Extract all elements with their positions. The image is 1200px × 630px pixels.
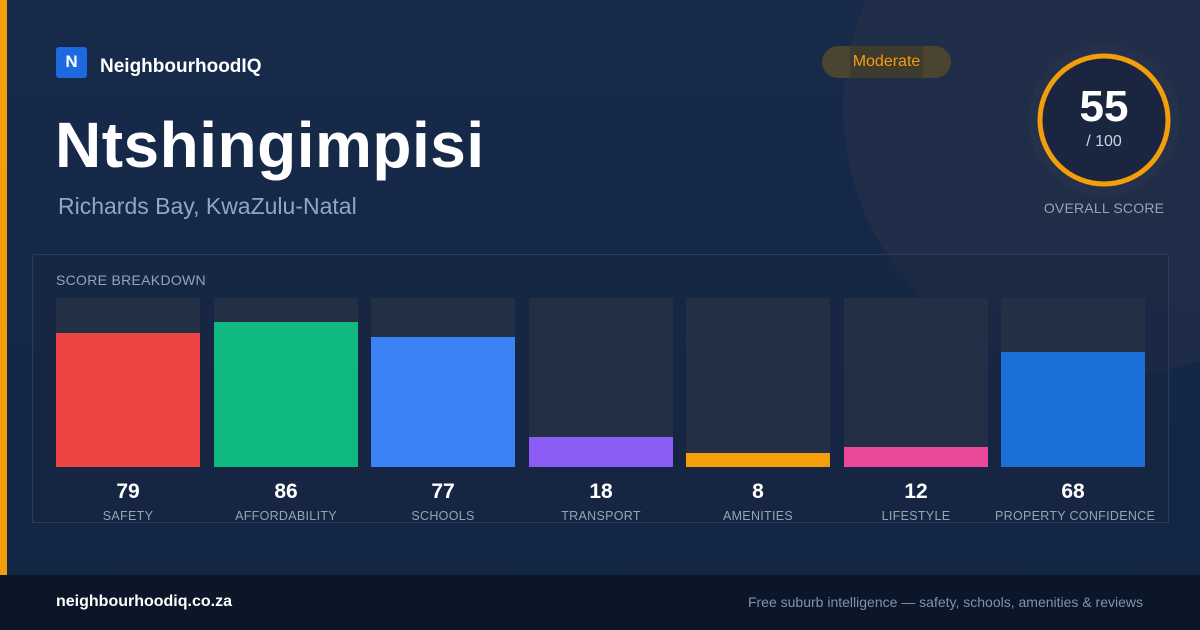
bar-value: 86	[274, 480, 298, 503]
bar-fill	[214, 322, 358, 467]
bar-fill	[844, 447, 988, 467]
bar-value: 68	[1061, 480, 1085, 503]
rating-badge: Moderate	[822, 46, 951, 78]
bar-label: SCHOOLS	[411, 509, 475, 523]
bar-track	[56, 298, 200, 467]
score-ring-arc	[1037, 53, 1171, 187]
bar-value: 18	[589, 480, 613, 503]
overall-score-ring: 55 / 100	[1028, 44, 1180, 196]
suburb-title: Ntshingimpisi	[55, 109, 485, 181]
footer-site-url: neighbourhoodiq.co.za	[56, 593, 232, 610]
bar-value: 8	[752, 480, 764, 503]
accent-bar	[0, 0, 7, 575]
bar-fill	[529, 437, 673, 467]
bar-label: PROPERTY CONFIDENCE	[995, 509, 1156, 523]
bar-value: 79	[116, 480, 140, 503]
bar-label: LIFESTYLE	[881, 509, 951, 523]
bar-fill	[56, 333, 200, 467]
bar-track	[214, 298, 358, 467]
bar-label: TRANSPORT	[561, 509, 641, 523]
bar-track	[1001, 298, 1145, 467]
brand-logo-icon: N	[56, 46, 87, 78]
brand-name: NeighbourhoodIQ	[100, 56, 262, 77]
bar-track	[529, 298, 673, 467]
footer: neighbourhoodiq.co.za Free suburb intell…	[0, 575, 1200, 630]
score-breakdown-panel: SCORE BREAKDOWN 79 SAFETY 86 AFFORDABILITY 7…	[32, 254, 1169, 523]
overall-score-max: / 100	[1086, 133, 1122, 150]
bar-track	[844, 298, 988, 467]
bar-value: 77	[431, 480, 455, 503]
bar-fill	[1001, 352, 1145, 467]
bar-track	[371, 298, 515, 467]
overall-score-caption: OVERALL SCORE	[1043, 200, 1165, 216]
overall-score-value: 55	[1079, 82, 1129, 131]
bar-fill	[686, 453, 830, 467]
rating-badge-label: Moderate	[852, 53, 921, 70]
brand: N NeighbourhoodIQ	[56, 46, 261, 78]
bar-value: 12	[904, 480, 928, 503]
bar-label: SAFETY	[102, 509, 154, 523]
bar-track	[686, 298, 830, 467]
bar-label: AMENITIES	[722, 509, 794, 523]
suburb-location: Richards Bay, KwaZulu-Natal	[58, 193, 357, 219]
bar-fill	[371, 337, 515, 467]
bar-label: AFFORDABILITY	[235, 509, 337, 523]
score-breakdown-title: SCORE BREAKDOWN	[56, 272, 206, 288]
score-ring-graphic	[1028, 44, 1180, 196]
footer-tagline: Free suburb intelligence — safety, schoo…	[747, 594, 1143, 610]
